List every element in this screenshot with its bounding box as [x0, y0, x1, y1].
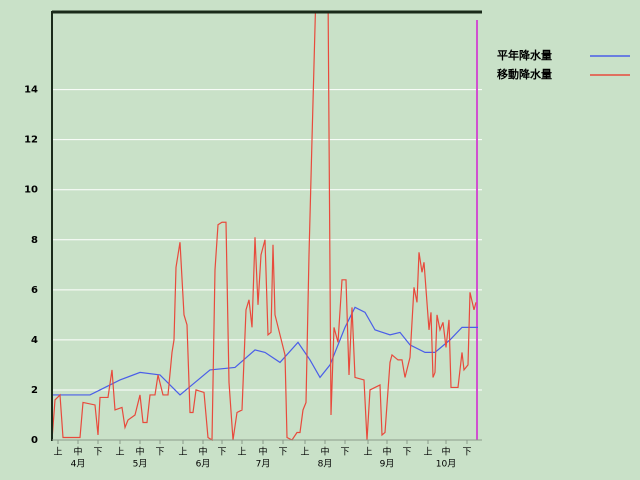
y-tick-label: 12	[24, 135, 38, 146]
x-tick-label: 中	[135, 446, 144, 458]
x-tick-label: 上	[53, 447, 62, 458]
x-tick-label: 中	[258, 446, 267, 458]
x-tick-label: 下	[155, 448, 164, 458]
x-tick-label: 下	[217, 448, 226, 458]
month-label: 7月	[256, 459, 271, 470]
month-label: 10月	[436, 459, 456, 470]
series-line	[52, 12, 477, 442]
x-tick-label: 中	[382, 446, 391, 458]
legend-label: 平年降水量	[497, 48, 552, 62]
y-tick-label: 10	[24, 185, 38, 196]
y-tick-label: 4	[31, 335, 38, 346]
x-tick-label: 中	[73, 446, 82, 458]
month-label: 8月	[318, 459, 333, 470]
y-tick-label: 2	[31, 385, 38, 396]
month-label: 4月	[71, 459, 86, 470]
plot	[52, 12, 478, 442]
x-tick-label: 上	[237, 447, 246, 458]
grid	[52, 89, 482, 441]
legend-label: 移動降水量	[497, 67, 552, 81]
x-tick-label: 下	[93, 448, 102, 458]
y-tick-label: 14	[24, 85, 38, 96]
month-label: 6月	[196, 459, 211, 470]
y-tick-label: 8	[31, 235, 38, 246]
x-tick-label: 下	[278, 448, 287, 458]
x-tick-label: 下	[340, 448, 349, 458]
labels: 02468101214上中下上中下上中下上中下上中下上中下上中下4月 5月 6月 7月…	[24, 48, 630, 470]
y-tick-label: 0	[31, 435, 38, 446]
x-tick-label: 上	[178, 447, 187, 458]
x-tick-label: 中	[198, 446, 207, 458]
x-tick-label: 上	[363, 447, 372, 458]
month-label: 5月	[133, 459, 148, 470]
series-line	[52, 306, 478, 396]
x-tick-label: 上	[300, 447, 309, 458]
x-tick-label: 下	[402, 448, 411, 458]
x-tick-label: 中	[320, 446, 329, 458]
x-tick-label: 下	[462, 448, 471, 458]
y-tick-label: 6	[31, 285, 38, 296]
x-tick-label: 中	[441, 446, 450, 458]
x-tick-label: 上	[115, 447, 124, 458]
month-label: 9月	[380, 459, 395, 470]
x-tick-label: 上	[423, 447, 432, 458]
